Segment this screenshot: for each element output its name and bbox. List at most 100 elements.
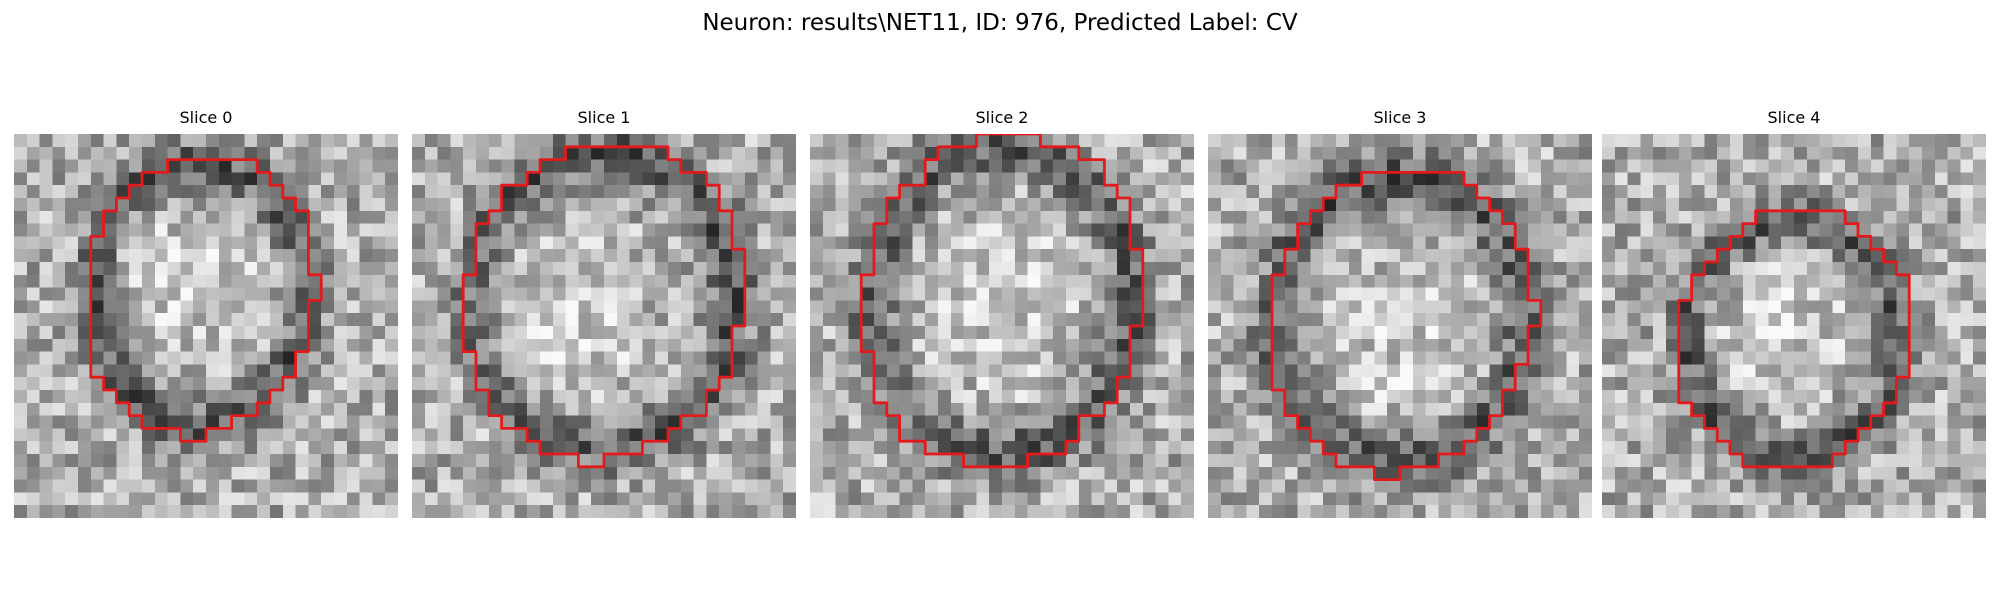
- image-pixel: [1412, 185, 1426, 199]
- image-pixel: [1717, 185, 1731, 199]
- image-pixel: [1451, 313, 1465, 327]
- image-pixel: [1678, 390, 1692, 404]
- image-pixel: [1934, 159, 1948, 173]
- image-pixel: [835, 300, 849, 314]
- image-pixel: [90, 441, 104, 455]
- image-pixel: [270, 479, 284, 493]
- image-pixel: [886, 159, 900, 173]
- image-pixel: [1832, 287, 1846, 301]
- image-pixel: [295, 185, 309, 199]
- image-pixel: [642, 274, 656, 288]
- image-pixel: [450, 505, 464, 518]
- image-pixel: [282, 249, 296, 263]
- image-pixel: [976, 287, 990, 301]
- image-pixel: [1259, 159, 1273, 173]
- image-pixel: [52, 505, 66, 518]
- image-pixel: [180, 134, 194, 148]
- image-pixel: [1614, 300, 1628, 314]
- image-pixel: [1412, 262, 1426, 276]
- image-pixel: [616, 313, 630, 327]
- figure-title: Neuron: results\NET11, ID: 976, Predicte…: [702, 10, 1298, 36]
- image-pixel: [1053, 479, 1067, 493]
- image-pixel: [1845, 479, 1859, 493]
- image-pixel: [1755, 134, 1769, 148]
- image-pixel: [565, 492, 579, 506]
- image-pixel: [1845, 338, 1859, 352]
- image-pixel: [1168, 428, 1182, 442]
- image-pixel: [321, 428, 335, 442]
- image-pixel: [103, 300, 117, 314]
- image-pixel: [1934, 300, 1948, 314]
- image-pixel: [861, 198, 875, 212]
- image-pixel: [848, 466, 862, 480]
- image-pixel: [1400, 274, 1414, 288]
- image-pixel: [810, 492, 824, 506]
- image-pixel: [1220, 249, 1234, 263]
- image-pixel: [129, 326, 143, 340]
- image-pixel: [206, 377, 220, 391]
- image-pixel: [706, 249, 720, 263]
- image-pixel: [488, 351, 502, 365]
- image-pixel: [1553, 338, 1567, 352]
- image-pixel: [1323, 441, 1337, 455]
- image-pixel: [578, 326, 592, 340]
- image-pixel: [1181, 377, 1194, 391]
- image-pixel: [346, 492, 360, 506]
- image-pixel: [1259, 326, 1273, 340]
- image-pixel: [463, 198, 477, 212]
- image-pixel: [552, 223, 566, 237]
- image-pixel: [1272, 300, 1286, 314]
- image-pixel: [1627, 262, 1641, 276]
- image-pixel: [1142, 159, 1156, 173]
- image-pixel: [1438, 198, 1452, 212]
- image-pixel: [1973, 479, 1986, 493]
- image-pixel: [167, 402, 181, 416]
- image-pixel: [218, 274, 232, 288]
- image-pixel: [1768, 390, 1782, 404]
- image-pixel: [78, 313, 92, 327]
- image-pixel: [257, 172, 271, 186]
- image-pixel: [65, 415, 79, 429]
- image-pixel: [1579, 479, 1592, 493]
- image-pixel: [1438, 300, 1452, 314]
- image-pixel: [359, 479, 373, 493]
- image-pixel: [103, 274, 117, 288]
- image-pixel: [1297, 441, 1311, 455]
- image-pixel: [1272, 428, 1286, 442]
- image-pixel: [1336, 377, 1350, 391]
- image-pixel: [1400, 390, 1414, 404]
- image-pixel: [578, 249, 592, 263]
- image-pixel: [680, 492, 694, 506]
- image-pixel: [372, 262, 386, 276]
- image-pixel: [1602, 492, 1616, 506]
- image-pixel: [1922, 210, 1936, 224]
- image-pixel: [1091, 338, 1105, 352]
- image-pixel: [1579, 159, 1592, 173]
- image-pixel: [103, 351, 117, 365]
- image-pixel: [1168, 390, 1182, 404]
- image-pixel: [1014, 159, 1028, 173]
- image-pixel: [1425, 377, 1439, 391]
- image-pixel: [1336, 159, 1350, 173]
- image-pixel: [1412, 198, 1426, 212]
- image-pixel: [1566, 146, 1580, 160]
- image-pixel: [1259, 134, 1273, 148]
- image-pixel: [848, 185, 862, 199]
- image-pixel: [1781, 313, 1795, 327]
- image-pixel: [385, 364, 398, 378]
- image-pixel: [732, 492, 746, 506]
- image-pixel: [591, 505, 605, 518]
- image-pixel: [1476, 479, 1490, 493]
- image-pixel: [963, 236, 977, 250]
- image-pixel: [912, 338, 926, 352]
- image-pixel: [1781, 287, 1795, 301]
- image-pixel: [1845, 377, 1859, 391]
- image-pixel: [1272, 236, 1286, 250]
- image-pixel: [950, 198, 964, 212]
- image-pixel: [1155, 505, 1169, 518]
- image-pixel: [886, 198, 900, 212]
- image-pixel: [450, 492, 464, 506]
- image-pixel: [1323, 236, 1337, 250]
- image-pixel: [1579, 428, 1592, 442]
- image-pixel: [1348, 505, 1362, 518]
